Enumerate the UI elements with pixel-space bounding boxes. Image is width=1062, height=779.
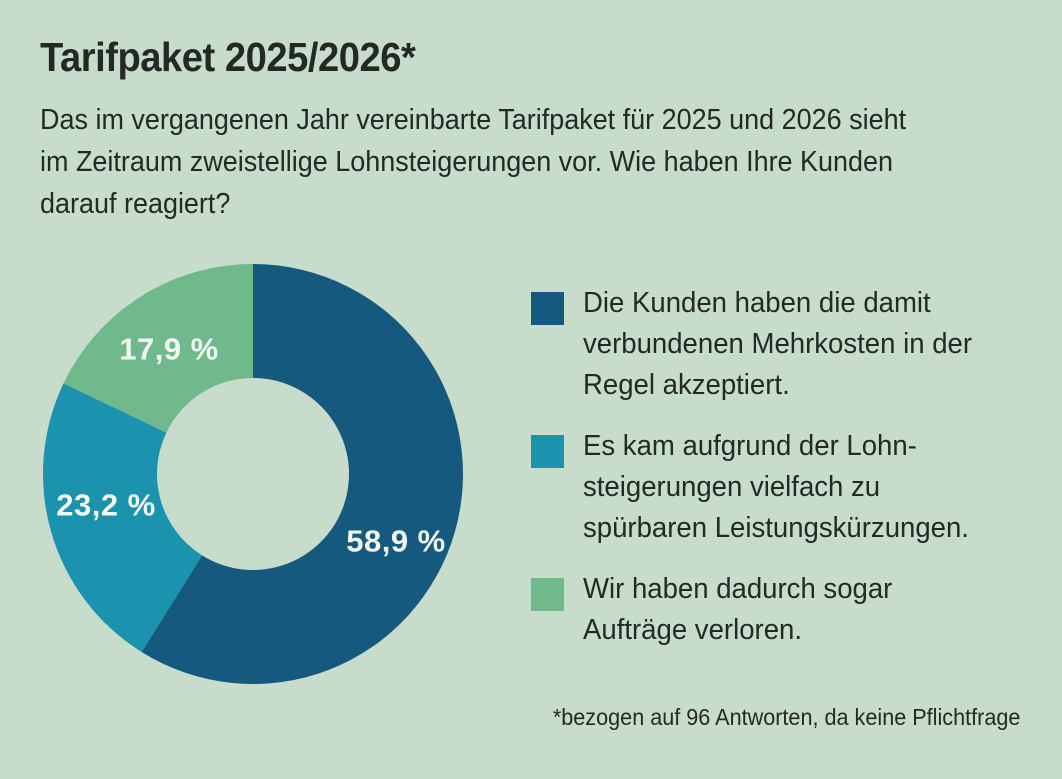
- legend-item-accepted: Die Kunden haben die damit verbundenen M…: [531, 287, 992, 406]
- donut-slice: [42, 383, 203, 653]
- legend-label-accepted: Die Kunden haben die damit verbundenen M…: [583, 287, 973, 401]
- footnote: *bezogen auf 96 Antworten, da keine Pfli…: [552, 704, 1020, 730]
- legend-swatch-teal: [531, 435, 564, 468]
- donut-slice: [63, 264, 253, 433]
- slice-percentage-label: 23,2 %: [56, 488, 156, 523]
- donut-slice: [141, 264, 464, 684]
- intro-text: Das im vergangenen Jahr vereinbarte Tari…: [40, 104, 907, 220]
- legend-label-cuts: Es kam aufgrund der Lohn- steigerungen v…: [583, 430, 969, 544]
- legend-swatch-dark-blue: [531, 292, 564, 325]
- slice-percentage-label: 58,9 %: [346, 524, 446, 559]
- legend-item-cuts: Es kam aufgrund der Lohn- steigerungen v…: [531, 430, 989, 549]
- legend-item-lost-orders: Wir haben dadurch sogar Aufträge verlore…: [531, 573, 909, 651]
- slice-percentage-label: 17,9 %: [119, 332, 219, 367]
- legend-swatch-green: [531, 578, 564, 611]
- page-title: Tarifpaket 2025/2026*: [40, 34, 416, 80]
- legend-label-lost-orders: Wir haben dadurch sogar Aufträge verlore…: [583, 573, 893, 646]
